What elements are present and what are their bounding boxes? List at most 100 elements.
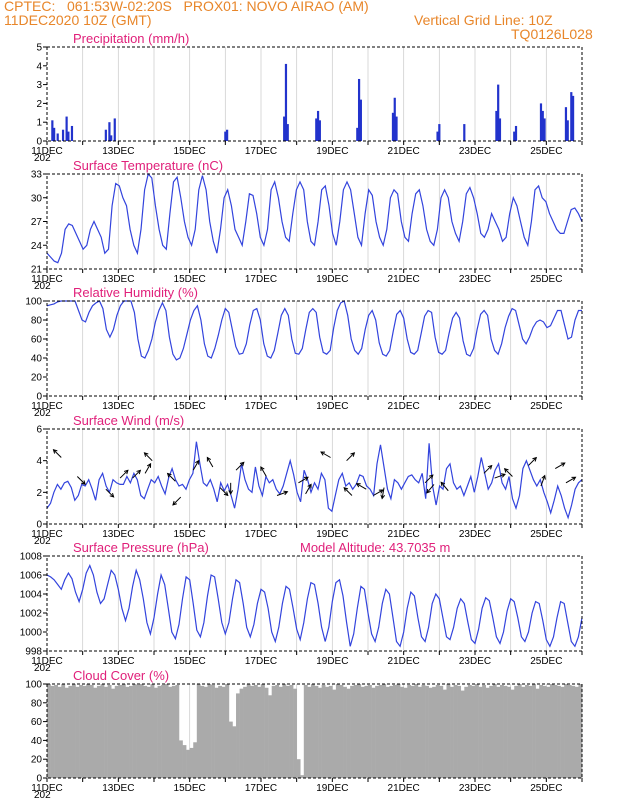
x-tick-label: 11DEC xyxy=(31,529,63,540)
cloud-bar xyxy=(535,688,540,778)
cloud-bar xyxy=(129,685,133,778)
panel-cloud xyxy=(43,683,583,782)
cloud-bar xyxy=(521,686,526,778)
x-tick-label: 13DEC xyxy=(102,529,134,540)
x-tick-label: 21DEC xyxy=(388,529,420,540)
x-tick-label: 13DEC xyxy=(102,656,134,667)
cloud-bar xyxy=(392,684,397,778)
wind-arrow xyxy=(143,452,153,462)
cloud-bar xyxy=(375,685,379,778)
cloud-bar xyxy=(371,687,376,778)
wind-arrow xyxy=(206,456,214,468)
x-tick-label: 25DEC xyxy=(530,146,562,157)
cloud-bar xyxy=(253,684,258,778)
pres-series-line xyxy=(46,563,583,648)
y-tick-label: 100 xyxy=(25,680,42,691)
x-tick-label: 21DEC xyxy=(388,656,420,667)
x-tick-label: 21DEC xyxy=(388,274,420,285)
cloud-bar xyxy=(143,685,148,778)
cloud-bar xyxy=(89,684,94,778)
precip-bar xyxy=(70,125,74,141)
wind-arrow xyxy=(105,488,115,498)
cloud-bar xyxy=(435,684,440,778)
cloud-bar xyxy=(232,726,237,778)
precip-bar xyxy=(438,124,441,141)
wind-arrow xyxy=(166,472,176,482)
cloud-bar xyxy=(100,684,105,778)
cloud-bar xyxy=(164,684,169,778)
cloud-bar xyxy=(471,685,476,778)
panel-frame xyxy=(46,683,583,779)
cloud-bar xyxy=(346,688,351,778)
x-tick-label: 19DEC xyxy=(316,529,348,540)
wind-arrow xyxy=(343,486,353,496)
precip-bar xyxy=(539,103,543,141)
x-tick-label: 23DEC xyxy=(459,656,491,667)
x-tick-label: 21DEC xyxy=(388,783,420,794)
wind-arrow xyxy=(192,459,200,471)
x-tick-label: 11DEC xyxy=(31,783,63,794)
cloud-bar xyxy=(467,684,472,778)
cloud-bar xyxy=(125,686,130,778)
cloud-bar xyxy=(425,685,429,778)
cloud-bar xyxy=(136,684,141,778)
cloud-bar xyxy=(303,684,308,778)
x-tick-label: 19DEC xyxy=(316,401,348,412)
y-tick-label: 2 xyxy=(36,99,42,110)
header-date: 11DEC2020 10Z (GMT) xyxy=(4,12,152,28)
cloud-bar xyxy=(203,686,208,778)
cloud-bar xyxy=(293,688,297,778)
wind-panel-title: Surface Wind (m/s) xyxy=(73,413,184,428)
wind-arrow xyxy=(555,462,566,470)
panel-rh xyxy=(43,300,583,400)
y-tick-label: 0 xyxy=(36,137,42,148)
x-tick-label: 23DEC xyxy=(459,529,491,540)
cloud-bar xyxy=(236,693,240,778)
x-tick-label: 13DEC xyxy=(102,783,134,794)
wind-arrow xyxy=(565,476,577,484)
wind-arrow xyxy=(494,473,506,479)
cloud-bar xyxy=(239,688,244,778)
y-tick-label: 30 xyxy=(31,193,43,204)
cloud-bar xyxy=(457,685,462,778)
cloud-bar xyxy=(314,685,319,778)
cloud-bar xyxy=(492,684,497,778)
y-tick-label: 1006 xyxy=(20,571,43,582)
cloud-bar xyxy=(428,687,433,778)
wind-arrow xyxy=(346,452,356,462)
precip-bar xyxy=(56,133,59,141)
precip-bar xyxy=(356,127,359,141)
cloud-bar xyxy=(318,687,322,778)
y-tick-label: 998 xyxy=(25,647,42,658)
x-tick-label: 13DEC xyxy=(102,274,134,285)
y-tick-label: 33 xyxy=(31,170,43,181)
x-tick-label: 11DEC xyxy=(31,656,63,667)
cloud-bar xyxy=(264,687,269,778)
rh-panel-title: Relative Humidity (%) xyxy=(73,285,198,300)
cloud-bar xyxy=(414,684,419,778)
cloud-bar xyxy=(507,686,511,778)
wind-arrow xyxy=(172,496,182,506)
cloud-bar xyxy=(146,686,151,778)
cloud-bar xyxy=(214,687,219,778)
cloud-bar xyxy=(250,685,255,778)
cloud-bar xyxy=(389,685,394,778)
y-tick-label: 1004 xyxy=(20,590,43,601)
panel-wind xyxy=(43,428,583,528)
x-tick-label: 19DEC xyxy=(316,783,348,794)
x-tick-label: 25DEC xyxy=(530,274,562,285)
cloud-bar xyxy=(503,685,508,778)
x-tick-label: 17DEC xyxy=(245,401,277,412)
cloud-bar xyxy=(121,684,126,778)
x-tick-label: 23DEC xyxy=(459,783,491,794)
cloud-bar xyxy=(496,686,501,778)
cloud-bar xyxy=(350,685,355,778)
y-tick-label: 20 xyxy=(31,755,43,766)
header-station-line: CPTEC: 061:53W-02:20S PROX01: NOVO AIRAO… xyxy=(4,0,369,14)
precip-bar xyxy=(543,118,546,141)
x-tick-label: 23DEC xyxy=(459,401,491,412)
x-tick-label: 19DEC xyxy=(316,656,348,667)
wind-arrow xyxy=(540,474,546,487)
cloud-bar xyxy=(382,684,387,778)
precip-bar xyxy=(359,99,362,141)
